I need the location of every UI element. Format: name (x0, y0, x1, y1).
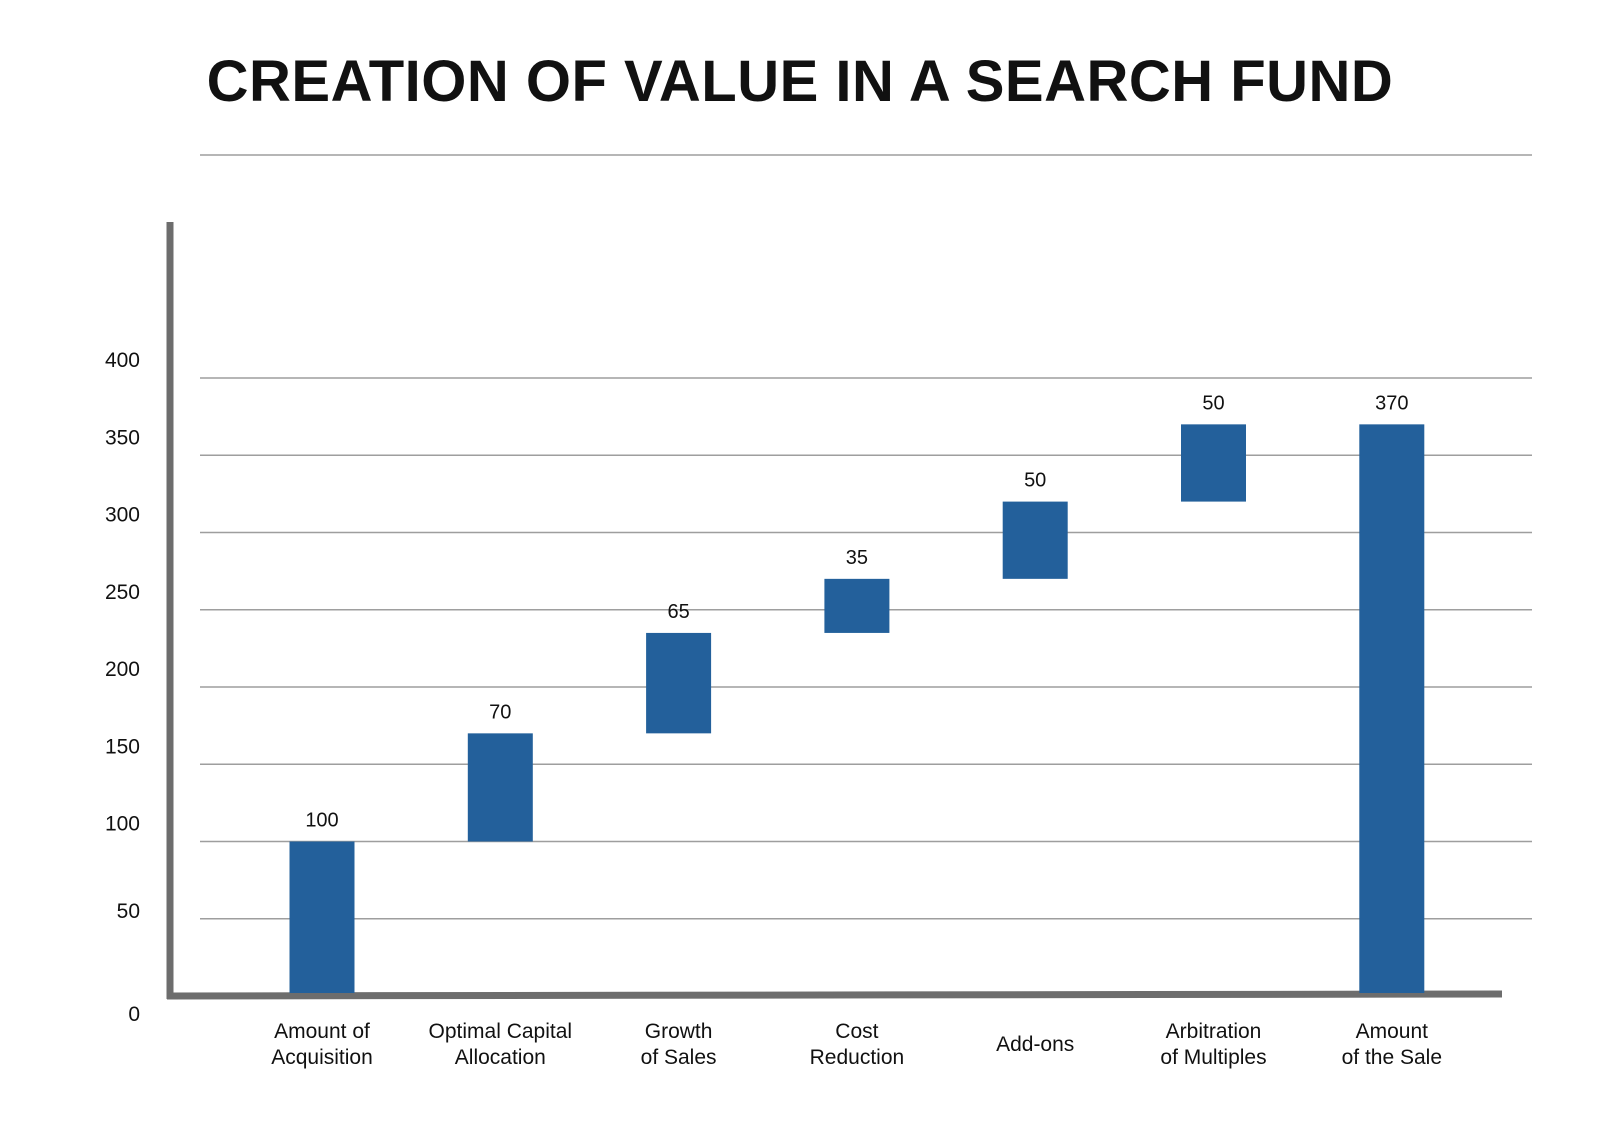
y-tick-label-50: 50 (117, 900, 140, 923)
bar-5 (1002, 501, 1068, 579)
bar-6 (1181, 424, 1246, 502)
data-label-3: 65 (667, 601, 689, 623)
bar-4 (824, 578, 890, 633)
category-label-6: Arbitration of Multiples (1160, 1020, 1266, 1069)
y-tick-label-300: 300 (105, 504, 140, 527)
bar-1 (289, 841, 355, 993)
y-tick-label-200: 200 (105, 658, 140, 681)
chart-title: CREATION OF VALUE IN A SEARCH FUND (206, 49, 1394, 114)
y-tick-label-100: 100 (105, 813, 140, 836)
bar-7 (1359, 424, 1425, 994)
category-label-7: Amount of the Sale (1342, 1020, 1442, 1069)
y-tick-label-150: 150 (105, 735, 140, 758)
data-label-5: 50 (1024, 470, 1046, 492)
gridlines (200, 154, 1532, 920)
y-tick-label-350: 350 (105, 426, 140, 449)
bar-3 (646, 632, 712, 734)
category-label-5: Add-ons (996, 1033, 1074, 1056)
category-label-1: Amount of Acquisition (271, 1020, 373, 1069)
category-label-3: Growth of Sales (641, 1020, 717, 1069)
data-labels: 100 70 65 35 50 50 370 (305, 392, 1408, 831)
x-axis (166, 990, 1503, 1000)
data-label-2: 70 (489, 701, 511, 723)
data-label-7: 370 (1375, 392, 1408, 414)
bar-2 (467, 733, 533, 842)
y-tick-label-400: 400 (105, 349, 140, 372)
axes (166, 222, 1503, 1000)
data-label-4: 35 (846, 547, 868, 569)
category-label-4: Cost Reduction (810, 1020, 905, 1069)
data-label-1: 100 (305, 810, 338, 832)
y-tick-label-0: 0 (128, 1003, 140, 1026)
category-labels: Amount of Acquisition Optimal Capital Alloc… (271, 1020, 1442, 1069)
data-label-6: 50 (1202, 392, 1224, 414)
y-tick-label-250: 250 (105, 581, 140, 604)
bars (289, 424, 1425, 994)
category-label-2: Optimal Capital Allocation (429, 1020, 573, 1069)
y-tick-labels: 0 50 100 150 200 250 300 350 400 (105, 349, 140, 1026)
